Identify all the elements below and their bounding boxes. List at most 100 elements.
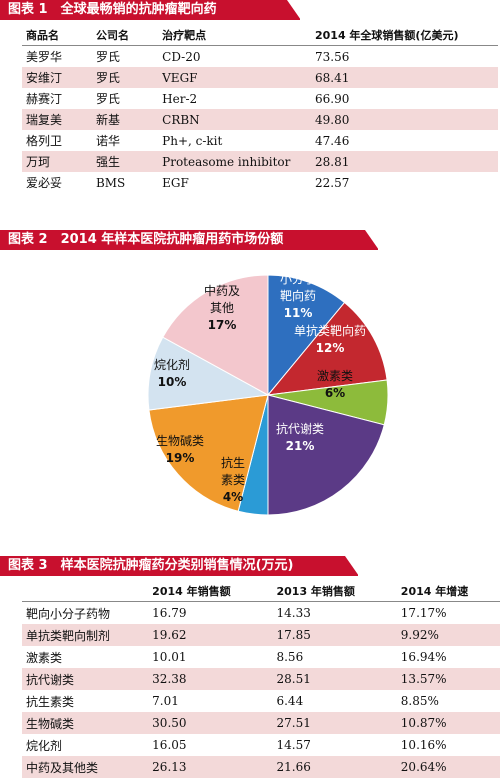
table-cell: 烷化剂 [26,738,63,753]
table-cell: 罗氏 [95,50,120,64]
table1-title: 图表 1 全球最畅销的抗肿瘤靶向药 [0,0,300,20]
table-row: 爱必妥 BMS EGF 22.57 [22,172,498,193]
table-row: 生物碱类 30.50 27.51 10.87% [22,712,500,734]
table-cell: 靶向小分子药物 [26,606,111,621]
table-cell: 13.57% [396,668,500,690]
table-cell: 美罗华 [26,50,63,64]
table-cell: 32.38 [148,668,273,690]
pie-category-label: 其他 [210,301,234,315]
table-cell: 49.80 [310,109,498,130]
table-cell: Her-2 [162,91,198,106]
table-cell: 诺华 [95,134,120,148]
table-cell: 安维汀 [22,67,92,88]
pie-label: 激素类 6% [317,369,353,400]
pie-category-label: 中药及 [204,283,240,298]
pie-pct-label: 19% [166,451,195,465]
pie-category-label: 素类 [221,473,245,487]
pie-slice [267,274,346,397]
table-cell: 强生 [91,151,159,172]
pie-pct-label: 4% [223,490,243,504]
table-cell: 26.13 [148,756,273,778]
table-cell: 47.46 [314,133,350,148]
table-row: 赫赛汀 罗氏 Her-2 66.90 [22,88,498,109]
column-header: 商品名 [22,24,92,46]
table-cell: 爱必妥 [26,176,63,190]
pie-category-label: 靶向药 [280,288,316,303]
table-cell: 14.57 [276,738,311,752]
table-row: 单抗类靶向制剂 19.62 17.85 9.92% [22,624,500,646]
pie-slice [148,394,269,512]
pie-category-label: 生物碱类 [156,434,204,448]
table-cell: BMS [95,175,126,190]
column-header: 2014 年增速 [396,580,500,602]
pie-label: 烷化剂 10% [154,357,190,389]
table-cell: 抗代谢类 [22,668,149,690]
pie-slice [162,274,269,396]
table-cell: 7.01 [152,694,179,708]
chart-title: 图表 2 2014 年样本医院抗肿瘤用药市场份额 [0,230,378,250]
table-cell: 瑞复美 [22,109,92,130]
pie-slice [147,336,270,411]
table-cell: 22.57 [314,175,350,190]
table-cell: 21.66 [272,756,397,778]
table-cell: 抗生素类 [26,694,75,709]
table-cell: 10.87% [396,712,500,734]
pie-label: 单抗类靶向药 12% [294,323,366,355]
table-cell: 8.85% [400,694,439,708]
table3-title: 图表 3 样本医院抗肿瘤药分类别销售情况(万元) [0,556,358,576]
table-cell: 罗氏 [91,67,159,88]
bestseller-table: 商品名 公司名 治疗靶点 2014 年全球销售额(亿美元) 美罗华 罗氏 CD-20 73.… [22,24,498,193]
table-cell: 73.56 [314,49,350,64]
table-cell: 14.33 [276,606,311,620]
table-cell: 9.92% [396,624,500,646]
table-cell: 16.94% [400,650,447,664]
table-cell: VEGF [158,67,311,88]
table-cell: 27.51 [272,712,397,734]
table-row: 激素类 10.01 8.56 16.94% [22,646,500,668]
column-header: 2014 年全球销售额(亿美元) [310,24,498,46]
table-cell: 19.62 [148,624,273,646]
table-cell: 罗氏 [95,92,120,106]
pie-slice [267,394,385,516]
table-cell: 28.81 [310,151,498,172]
table-row: 抗代谢类 32.38 28.51 13.57% [22,668,500,690]
table-cell: CRBN [158,109,311,130]
table-cell: 10.01 [152,650,187,664]
pie-category-label: 烷化剂 [154,357,190,372]
pie-category-label: 激素类 [317,369,353,383]
table-cell: 28.51 [272,668,397,690]
pie-pct-label: 12% [316,341,345,355]
pie-category-label: 抗代谢类 [276,421,324,436]
table-cell: 20.64% [396,756,500,778]
table-row: 烷化剂 16.05 14.57 10.16% [22,734,500,756]
pie-category-label: 小分子 [280,272,316,286]
table-cell: 生物碱类 [22,712,149,734]
table-cell: 新基 [91,109,159,130]
table-cell: EGF [162,175,189,190]
pie-pct-label: 11% [284,306,313,320]
table-cell: 单抗类靶向制剂 [22,624,149,646]
table-cell: 17.17% [400,606,447,620]
table-row: 靶向小分子药物 16.79 14.33 17.17% [22,602,500,625]
column-header: 2013 年销售额 [272,580,397,602]
category-sales-table: 2014 年销售额 2013 年销售额 2014 年增速 靶向小分子药物 16.79 1… [22,580,500,778]
pie-label: 抗代谢类 21% [276,421,324,453]
pie-category-label: 单抗类靶向药 [294,323,366,338]
column-header [22,580,149,602]
pie-label: 抗生素类 4% [221,455,245,504]
table-cell: 激素类 [26,650,63,665]
table-cell: 8.56 [276,650,304,664]
table-cell: Proteasome inhibitor [158,151,311,172]
table-cell: 格列卫 [26,134,63,148]
table-cell: 17.85 [272,624,397,646]
pie-label: 中药及其他 17% [204,283,240,332]
table-row: 美罗华 罗氏 CD-20 73.56 [22,46,498,68]
table-cell: 10.16% [400,738,447,752]
column-header: 公司名 [91,24,159,46]
pie-category-label: 抗生 [221,455,245,470]
table-cell: CD-20 [162,49,201,64]
column-header: 治疗靶点 [158,24,311,46]
table-cell: 赫赛汀 [26,92,63,106]
pie-pct-label: 10% [158,375,187,389]
